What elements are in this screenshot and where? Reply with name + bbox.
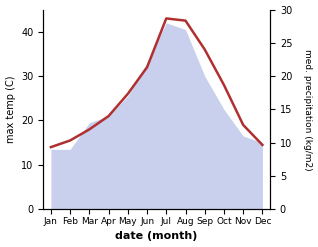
X-axis label: date (month): date (month) <box>115 231 198 242</box>
Y-axis label: med. precipitation (kg/m2): med. precipitation (kg/m2) <box>303 49 313 170</box>
Y-axis label: max temp (C): max temp (C) <box>5 76 16 143</box>
